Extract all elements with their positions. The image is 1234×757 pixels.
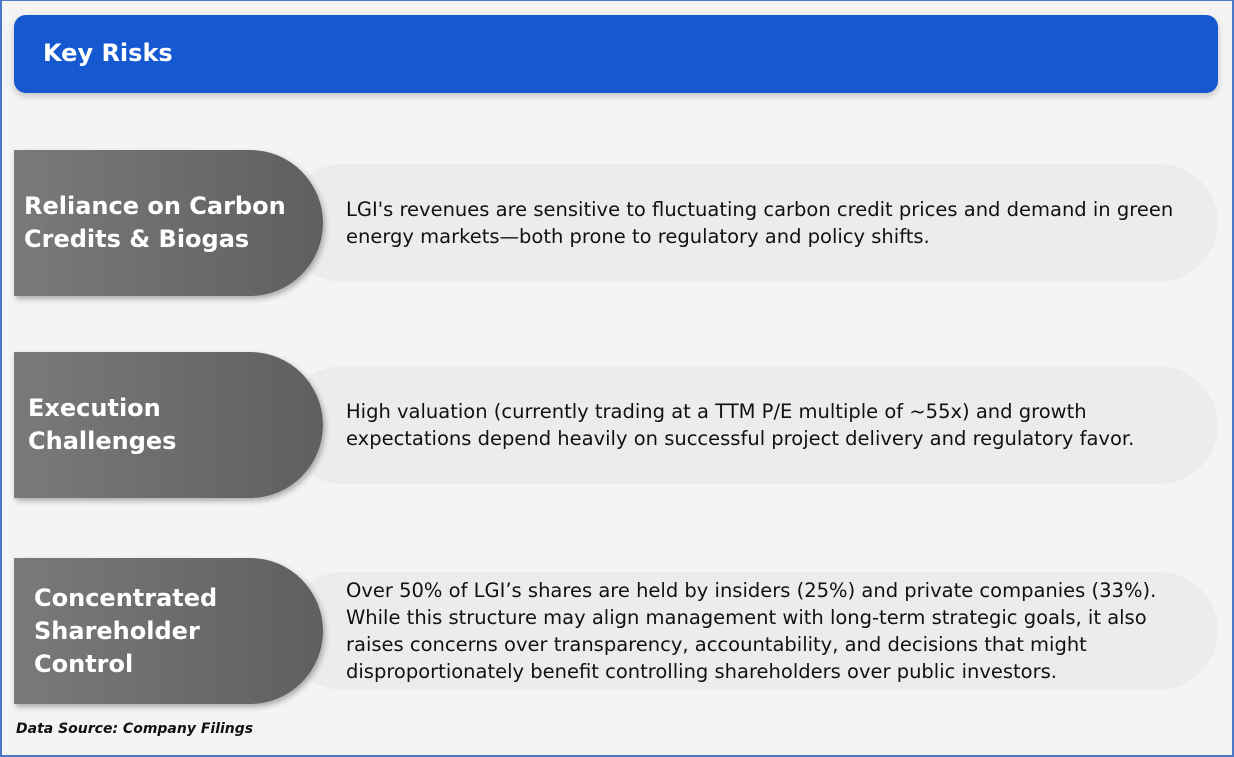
risk-title-pill: Execution Challenges	[14, 352, 323, 498]
risk-background	[284, 366, 1218, 484]
risk-item: Reliance on Carbon Credits & Biogas LGI'…	[14, 150, 1218, 296]
risk-item: Concentrated Shareholder Control Over 50…	[14, 558, 1218, 704]
risk-title: Concentrated Shareholder Control	[34, 583, 218, 678]
data-source-note: Data Source: Company Filings	[16, 721, 254, 737]
header-bar: Key Risks	[14, 15, 1218, 93]
risk-description: High valuation (currently trading at a T…	[346, 400, 1135, 450]
risk-description: LGI's revenues are sensitive to fluctuat…	[346, 198, 1174, 248]
risk-description: Over 50% of LGI’s shares are held by ins…	[346, 579, 1157, 683]
risk-item: Execution Challenges High valuation (cur…	[14, 352, 1218, 498]
risk-title-pill: Concentrated Shareholder Control	[14, 558, 323, 704]
risk-background	[284, 164, 1218, 282]
risk-background	[284, 572, 1218, 690]
risk-title: Execution Challenges	[28, 394, 177, 455]
page-title: Key Risks	[43, 39, 173, 67]
risk-title-pill: Reliance on Carbon Credits & Biogas	[14, 150, 323, 296]
risk-title: Reliance on Carbon Credits & Biogas	[24, 192, 286, 253]
